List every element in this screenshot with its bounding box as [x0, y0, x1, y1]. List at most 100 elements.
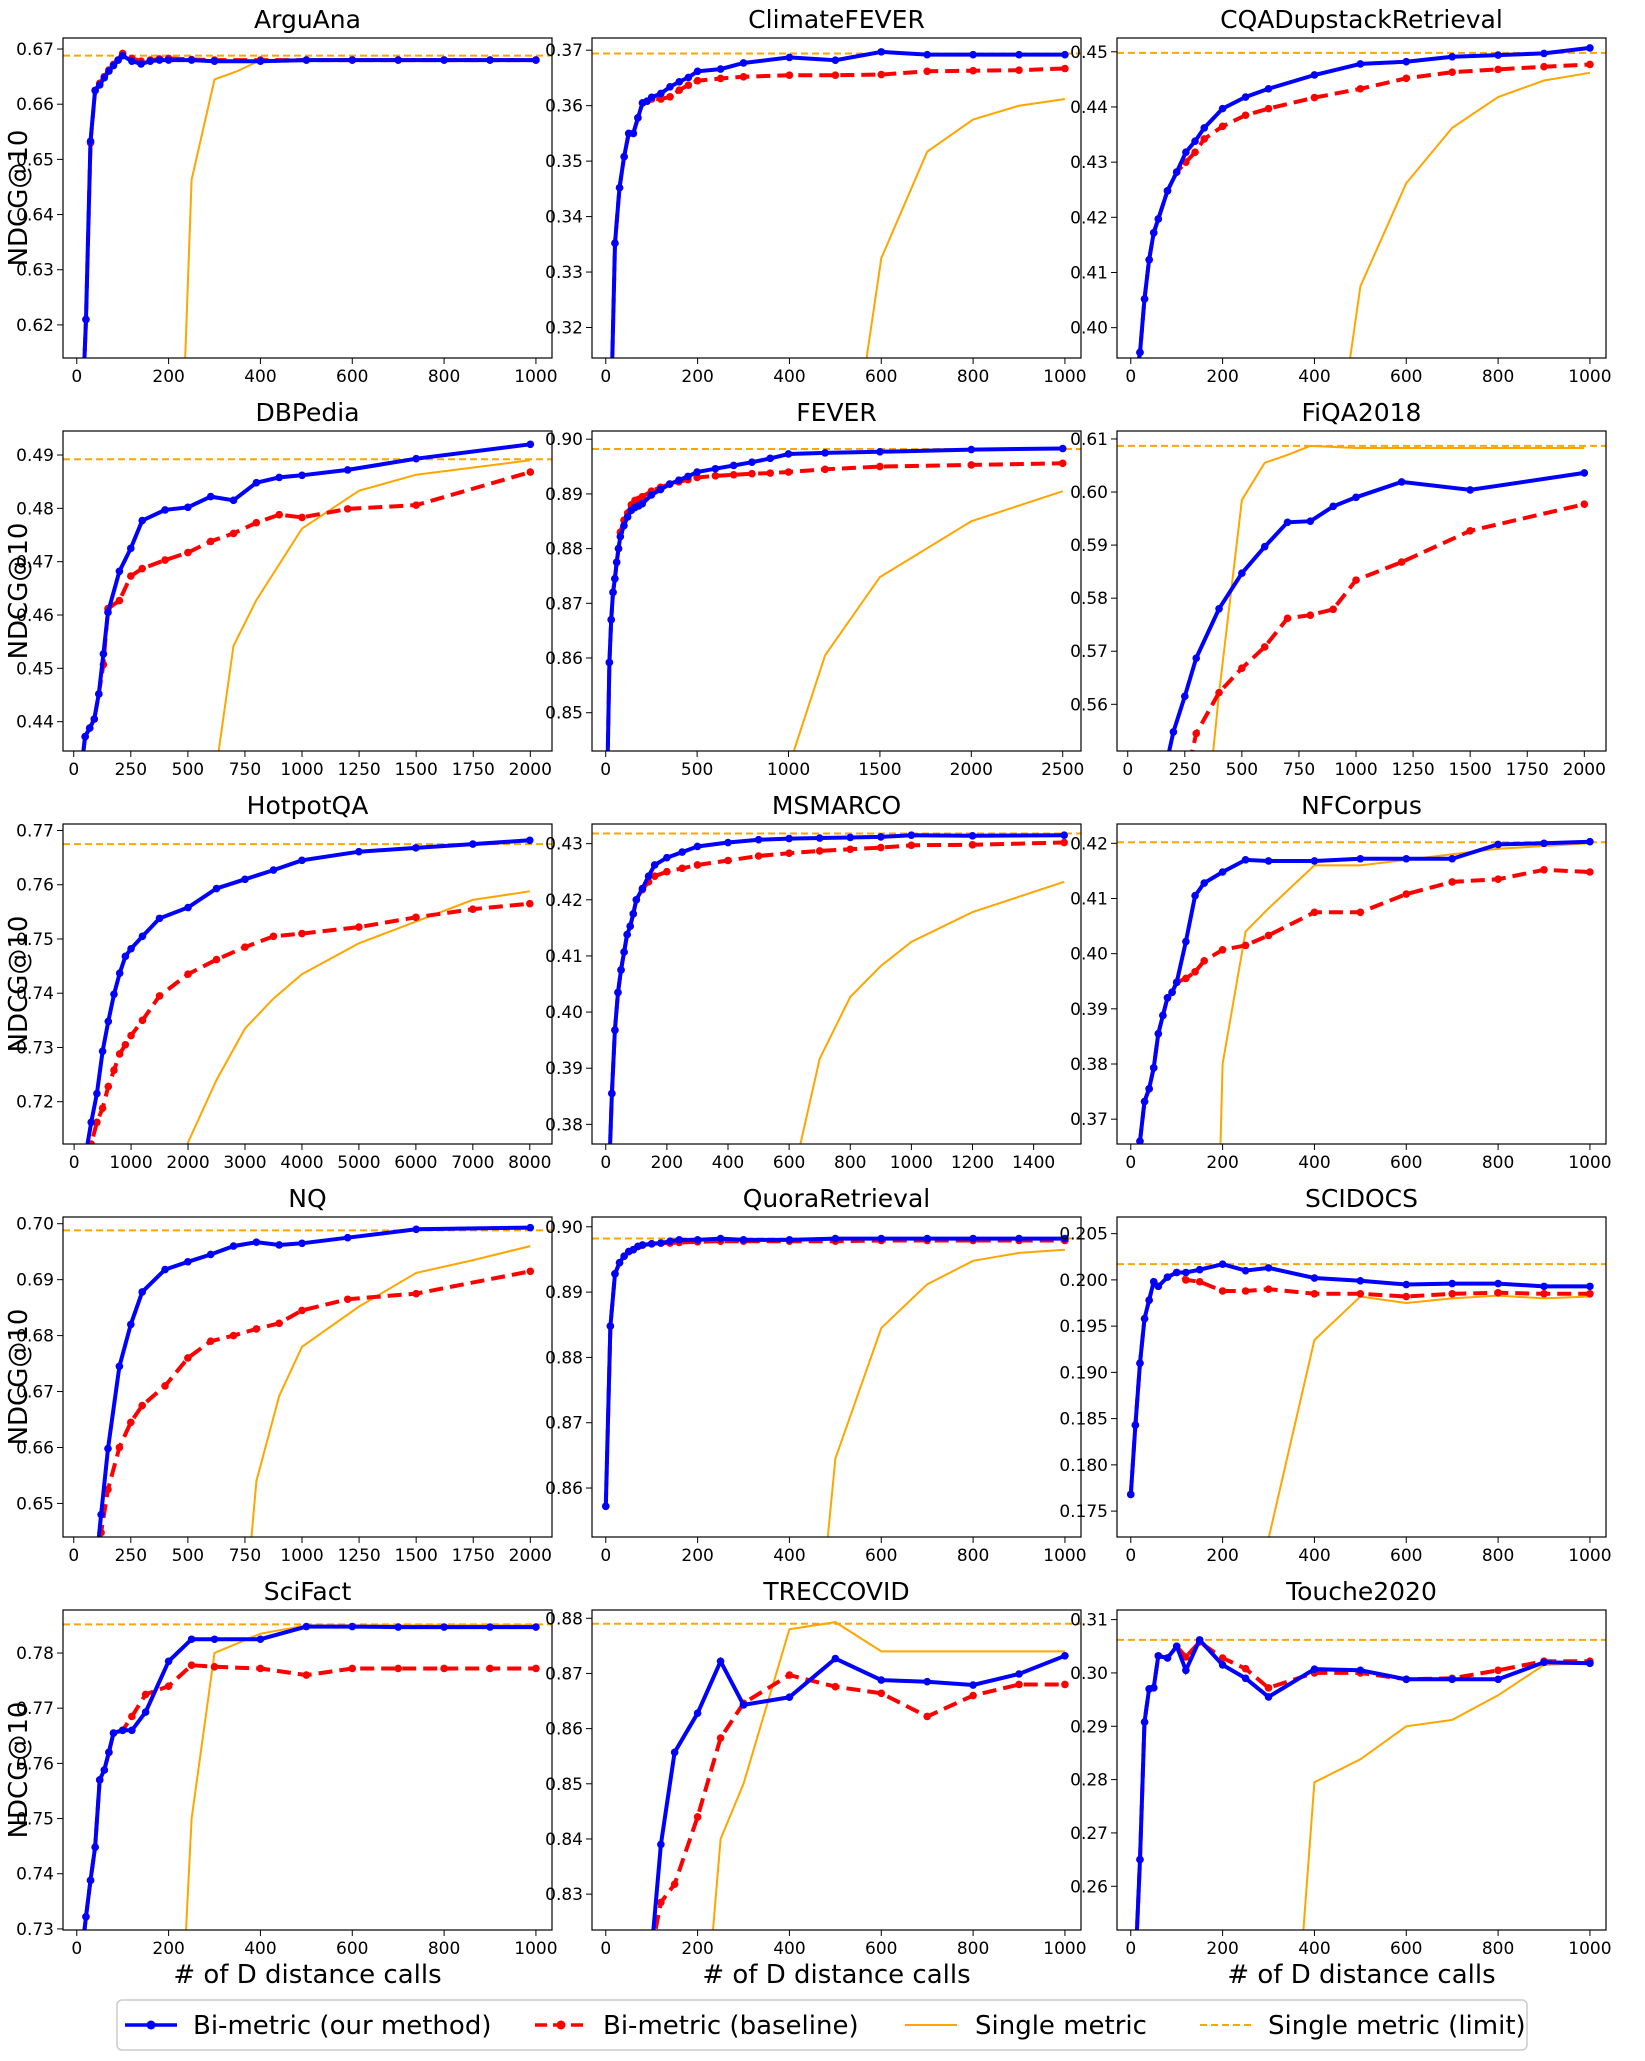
series-ours-line	[1138, 839, 1590, 1142]
series-ours-point	[1200, 879, 1209, 887]
series-baseline-line	[88, 901, 530, 1144]
series-baseline-point	[831, 71, 840, 79]
series-ours-point	[675, 78, 684, 86]
y-tick-label: 0.61	[1070, 430, 1108, 450]
series-ours-point	[607, 435, 615, 443]
series-baseline-point	[104, 1485, 112, 1494]
series-ours-point	[1260, 542, 1269, 551]
series-ours-point	[526, 1223, 535, 1232]
x-tick-label: 200	[1206, 1546, 1238, 1566]
series-ours-point	[968, 831, 977, 840]
y-tick-label: 0.35	[545, 152, 583, 172]
panel-climatefever: ClimateFEVER 0 200 400 600 800 1000 0.32 0.33 0.3…	[545, 5, 1086, 443]
panel-dbpedia: DBPedia 0 250 500 750 1000 1250 1500 1750 2000 0.4…	[16, 398, 553, 780]
series-ours-point	[1540, 49, 1548, 58]
series-baseline-point	[877, 70, 886, 79]
series-ours-point	[86, 1876, 95, 1885]
series-ours-point	[620, 521, 628, 530]
series-baseline-point	[1540, 62, 1548, 71]
series-baseline-point	[1061, 64, 1069, 73]
series-baseline-point	[138, 1401, 147, 1410]
series-baseline-point	[241, 943, 249, 951]
series-ours-point	[1060, 831, 1068, 840]
series-baseline-point	[275, 510, 283, 519]
series-baseline-point	[115, 596, 124, 605]
y-tick-label: 0.40	[545, 1003, 583, 1023]
y-tick-label: 0.37	[545, 41, 583, 61]
series-ours-point	[1149, 1277, 1158, 1286]
series-ours-point	[1215, 604, 1223, 613]
series-ours-point	[241, 875, 249, 884]
series-baseline-point	[212, 955, 221, 964]
panel-title: TRECCOVID	[762, 1577, 909, 1606]
series-single-line	[826, 1248, 1065, 1537]
series-ours-point	[275, 473, 283, 482]
y-tick-label: 0.26	[1070, 1877, 1108, 1897]
series-ours-point	[1540, 1282, 1548, 1291]
series-ours-point	[184, 1257, 192, 1266]
series-baseline-point	[1182, 1653, 1190, 1661]
series-ours-point	[100, 73, 109, 82]
legend-label-ours: Bi-metric (our method)	[193, 2011, 491, 2041]
series-ours-point	[121, 952, 130, 961]
series-ours-point	[739, 1701, 748, 1709]
x-tick-label: 200	[1206, 1153, 1238, 1173]
x-tick-label: 0	[69, 1153, 80, 1173]
series-ours-point	[1586, 1282, 1594, 1291]
x-tick-label: 1500	[1449, 760, 1492, 780]
series-ours-point	[187, 1635, 196, 1644]
series-ours-point	[1154, 215, 1163, 223]
series-ours-point	[127, 944, 135, 953]
series-baseline-point	[1586, 1289, 1594, 1298]
series-ours-point	[85, 724, 94, 732]
series-baseline-point	[1181, 780, 1189, 788]
panel-title: SCIDOCS	[1305, 1184, 1418, 1213]
x-tick-label: 600	[1390, 1546, 1422, 1566]
series-ours-point	[1191, 891, 1199, 900]
x-tick-label: 1000	[514, 1939, 557, 1959]
series-baseline-point	[98, 1104, 107, 1113]
series-ours-point	[657, 1840, 665, 1849]
series-ours-point	[612, 558, 621, 567]
series-ours-point	[525, 836, 534, 845]
series-baseline-point	[1310, 908, 1319, 917]
series-ours-point	[785, 1236, 794, 1244]
series-ours-point	[486, 56, 494, 64]
x-tick-label: 800	[1482, 1153, 1514, 1173]
panel-title: MSMARCO	[772, 791, 901, 820]
series-baseline-point	[666, 92, 674, 101]
y-tick-label: 0.85	[545, 1775, 583, 1795]
legend-label-baseline: Bi-metric (baseline)	[603, 2011, 859, 2041]
series-ours-point	[611, 574, 619, 583]
plot-area	[1117, 44, 1606, 358]
legend: Bi-metric (our method) Bi-metric (baseli…	[116, 1999, 1528, 2051]
panel-fiqa2018: FiQA2018 0 250 500 750 1000 1250 1500 1750 2000 0.…	[1070, 398, 1607, 788]
x-tick-label: 0	[71, 1939, 82, 1959]
series-ours-point	[128, 57, 136, 65]
series-baseline-point	[210, 1663, 219, 1671]
series-baseline-point	[229, 1331, 238, 1340]
y-tick-label: 0.43	[1070, 153, 1108, 173]
series-ours-point	[711, 464, 720, 473]
series-ours-point	[412, 1225, 420, 1234]
x-tick-label: 600	[865, 367, 897, 387]
y-axis-label: NDCG@10	[4, 523, 34, 660]
series-ours-point	[969, 1234, 977, 1243]
series-baseline-point	[78, 431, 86, 439]
series-baseline-point	[110, 1066, 118, 1075]
series-ours-point	[785, 834, 793, 843]
series-baseline-point	[1397, 558, 1406, 566]
series-ours-point	[684, 73, 693, 82]
panel-title: ClimateFEVER	[748, 5, 925, 34]
series-ours-point	[614, 988, 622, 997]
series-baseline-point	[1494, 875, 1502, 883]
series-ours-point	[969, 1681, 977, 1689]
plot-area	[1117, 1260, 1606, 1537]
series-ours-point	[1448, 1279, 1456, 1288]
x-tick-label: 6000	[394, 1153, 437, 1173]
series-ours-point	[1241, 93, 1250, 101]
series-ours-point	[693, 842, 702, 851]
series-baseline-point	[784, 468, 793, 476]
series-ours-point	[1448, 854, 1456, 863]
y-tick-label: 0.78	[16, 1644, 54, 1664]
